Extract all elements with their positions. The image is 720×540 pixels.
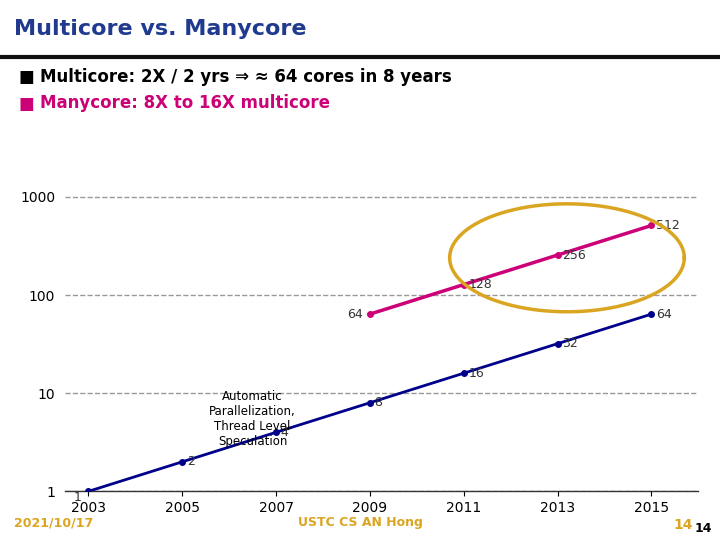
Text: 128: 128 [469, 278, 492, 291]
Text: 64: 64 [656, 308, 672, 321]
Text: 2021/10/17: 2021/10/17 [14, 516, 94, 529]
Text: 32: 32 [562, 337, 578, 350]
Text: 256: 256 [562, 248, 586, 261]
Text: Manycore: 8X to 16X multicore: Manycore: 8X to 16X multicore [40, 94, 330, 112]
Text: Multicore: 2X / 2 yrs ⇒ ≈ 64 cores in 8 years: Multicore: 2X / 2 yrs ⇒ ≈ 64 cores in 8 … [40, 68, 451, 85]
Text: 2: 2 [186, 455, 194, 468]
Text: ■: ■ [18, 68, 34, 85]
Text: 14: 14 [695, 522, 712, 535]
Text: Multicore vs. Manycore: Multicore vs. Manycore [14, 19, 307, 39]
Text: Automatic
Parallelization,
Thread Level
Speculation: Automatic Parallelization, Thread Level … [209, 390, 296, 448]
Text: 8: 8 [374, 396, 382, 409]
Text: 512: 512 [656, 219, 680, 232]
Text: 14: 14 [673, 518, 693, 532]
Text: 64: 64 [347, 308, 363, 321]
Text: ■: ■ [18, 94, 34, 112]
Text: 1: 1 [73, 491, 81, 504]
Text: 4: 4 [281, 426, 289, 439]
Text: USTC CS AN Hong: USTC CS AN Hong [297, 516, 423, 529]
Text: 16: 16 [469, 367, 484, 380]
